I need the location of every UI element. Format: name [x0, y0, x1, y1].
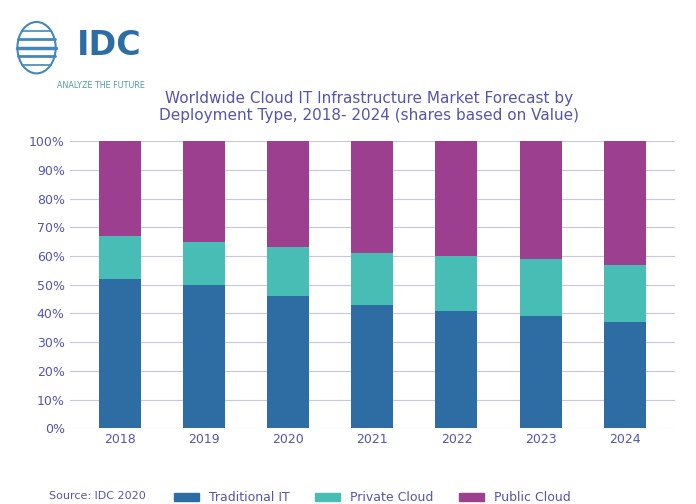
Bar: [351, 253, 393, 305]
Bar: [267, 296, 309, 428]
Bar: [267, 247, 309, 296]
Bar: [99, 279, 141, 428]
Bar: [436, 141, 477, 256]
Bar: [519, 317, 562, 428]
Bar: [519, 141, 562, 259]
Bar: [267, 141, 309, 247]
Bar: [183, 141, 226, 242]
Bar: [603, 141, 646, 265]
Text: IDC: IDC: [77, 29, 142, 61]
Bar: [351, 305, 393, 428]
Bar: [351, 141, 393, 253]
Bar: [183, 285, 226, 428]
Text: Source: IDC 2020: Source: IDC 2020: [49, 491, 145, 501]
Text: ANALYZE THE FUTURE: ANALYZE THE FUTURE: [57, 81, 145, 90]
Bar: [519, 259, 562, 317]
Bar: [99, 236, 141, 279]
Bar: [603, 322, 646, 428]
Bar: [436, 310, 477, 428]
Text: Worldwide Cloud IT Infrastructure Market Forecast by
Deployment Type, 2018- 2024: Worldwide Cloud IT Infrastructure Market…: [159, 91, 579, 123]
Bar: [183, 242, 226, 285]
Legend: Traditional IT, Private Cloud, Public Cloud: Traditional IT, Private Cloud, Public Cl…: [169, 486, 576, 504]
Bar: [603, 265, 646, 322]
Bar: [436, 256, 477, 310]
Bar: [99, 141, 141, 236]
